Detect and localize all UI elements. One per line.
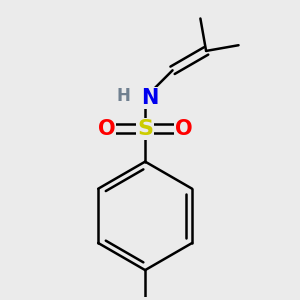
Text: S: S xyxy=(137,119,153,139)
Text: N: N xyxy=(141,88,159,108)
Text: H: H xyxy=(117,87,131,105)
Text: O: O xyxy=(175,119,193,139)
Text: O: O xyxy=(98,119,115,139)
